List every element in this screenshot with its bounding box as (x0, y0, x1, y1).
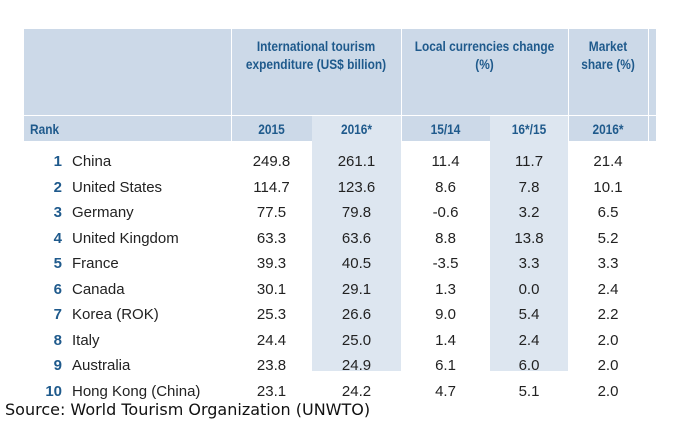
exp-2016-cell: 25.0 (341, 331, 372, 349)
cur-1514-cell: 8.6 (435, 178, 456, 196)
country-cell: France (72, 255, 119, 272)
exp-2016-cell: 79.8 (341, 204, 372, 221)
table-row: 2 United States 114.7 123.6 8.6 7.8 10.1 (24, 175, 656, 200)
table-row: 7 Korea (ROK) 25.3 26.6 9.0 5.4 2.2 (24, 302, 656, 327)
tourism-expenditure-table: International tourism expenditure (US$ b… (24, 29, 656, 400)
market-2016-cell: 21.4 (593, 153, 623, 170)
exp-2015-cell: 114.7 (253, 178, 290, 196)
exp-2015-cell: 24.4 (256, 331, 287, 349)
country-cell: Australia (72, 357, 131, 374)
table-row: 3 Germany 77.5 79.8 -0.6 3.2 6.5 (24, 200, 656, 225)
column-header-exp-2015: 2015 (258, 121, 285, 137)
cur-1615-cell: 5.1 (518, 382, 540, 400)
exp-2016-cell: 24.2 (341, 382, 372, 400)
rank-cell: 9 (53, 357, 62, 374)
exp-2016-cell: 26.6 (341, 306, 372, 323)
table-row: 6 Canada 30.1 29.1 1.3 0.0 2.4 (24, 277, 656, 302)
exp-2015-cell: 23.1 (256, 382, 287, 400)
market-2016-cell: 2.4 (597, 280, 619, 298)
rank-cell: 2 (53, 178, 62, 196)
divider (401, 29, 402, 371)
cur-1615-cell: 6.0 (518, 357, 540, 374)
cur-1514-cell: 6.1 (435, 357, 456, 374)
shaded-column-cur-1615 (490, 115, 568, 371)
country-cell: Germany (72, 204, 134, 221)
rank-cell: 1 (53, 153, 62, 170)
cur-1615-cell: 3.3 (518, 255, 540, 272)
rank-cell: 6 (53, 280, 62, 298)
country-cell: Hong Kong (China) (72, 382, 201, 400)
rank-cell: 8 (53, 331, 62, 349)
market-2016-cell: 2.0 (597, 357, 619, 374)
divider (24, 115, 656, 116)
column-header-cur-1615: 16*/15 (511, 121, 547, 137)
exp-2016-cell: 24.9 (341, 357, 372, 374)
market-2016-cell: 2.2 (597, 306, 619, 323)
cur-1514-cell: -0.6 (432, 204, 459, 221)
rank-cell: 5 (53, 255, 62, 272)
divider (231, 29, 232, 141)
market-2016-cell: 10.1 (593, 178, 623, 196)
exp-2015-cell: 23.8 (256, 357, 287, 374)
table-row: 5 France 39.3 40.5 -3.5 3.3 3.3 (24, 251, 656, 276)
market-2016-cell: 2.0 (597, 382, 619, 400)
cur-1615-cell: 7.8 (518, 178, 540, 196)
exp-2015-cell: 77.5 (256, 204, 287, 221)
header-background (24, 29, 656, 115)
exp-2015-cell: 249.8 (252, 153, 291, 170)
table-row: 4 United Kingdom 63.3 63.6 8.8 13.8 5.2 (24, 226, 656, 251)
shaded-column-exp-2016 (312, 115, 401, 371)
rank-cell: 10 (45, 382, 62, 400)
divider (648, 29, 649, 371)
cur-1615-cell: 3.2 (518, 204, 540, 221)
exp-2016-cell: 29.1 (341, 280, 372, 298)
market-2016-cell: 5.2 (597, 229, 619, 247)
country-cell: United States (72, 178, 163, 196)
source-note: Source: World Tourism Organization (UNWT… (5, 400, 371, 419)
group-header-currencies: Local currencies change (%) (414, 38, 555, 72)
cur-1615-cell: 11.7 (514, 153, 544, 170)
cur-1514-cell: 11.4 (431, 153, 460, 170)
cur-1514-cell: -3.5 (432, 255, 459, 272)
country-cell: Canada (72, 280, 125, 298)
rank-cell: 3 (53, 204, 62, 221)
cur-1514-cell: 1.3 (435, 280, 456, 298)
cur-1615-cell: 2.4 (518, 331, 540, 349)
divider (568, 29, 569, 371)
country-cell: United Kingdom (72, 229, 179, 247)
exp-2015-cell: 63.3 (256, 229, 287, 247)
exp-2016-cell: 63.6 (341, 229, 372, 247)
table-row: 8 Italy 24.4 25.0 1.4 2.4 2.0 (24, 328, 656, 353)
table-row: 1 China 249.8 261.1 11.4 11.7 21.4 (24, 149, 656, 174)
cur-1514-cell: 4.7 (435, 382, 456, 400)
column-header-cur-1514: 15/14 (430, 121, 461, 137)
cur-1615-cell: 0.0 (518, 280, 540, 298)
cur-1615-cell: 13.8 (514, 229, 544, 247)
cur-1514-cell: 1.4 (435, 331, 456, 349)
exp-2016-cell: 261.1 (337, 153, 376, 170)
exp-2016-cell: 123.6 (337, 178, 376, 196)
exp-2015-cell: 30.1 (256, 280, 287, 298)
exp-2015-cell: 39.3 (256, 255, 287, 272)
market-2016-cell: 6.5 (597, 204, 619, 221)
table-row: 9 Australia 23.8 24.9 6.1 6.0 2.0 (24, 353, 656, 378)
cur-1514-cell: 8.8 (435, 229, 456, 247)
column-header-rank: Rank (30, 121, 60, 137)
rank-cell: 7 (53, 306, 62, 323)
country-cell: China (72, 153, 112, 170)
column-header-market-2016: 2016* (592, 121, 624, 137)
market-2016-cell: 3.3 (597, 255, 619, 272)
exp-2015-cell: 25.3 (256, 306, 287, 323)
country-cell: Korea (ROK) (72, 306, 159, 323)
group-header-expenditure: International tourism expenditure (US$ b… (245, 38, 387, 72)
rank-cell: 4 (53, 229, 62, 247)
cur-1615-cell: 5.4 (518, 306, 540, 323)
table-row: 10 Hong Kong (China) 23.1 24.2 4.7 5.1 2.0 (24, 379, 656, 404)
country-cell: Italy (72, 331, 100, 349)
exp-2016-cell: 40.5 (341, 255, 372, 272)
market-2016-cell: 2.0 (597, 331, 619, 349)
cur-1514-cell: 9.0 (435, 306, 456, 323)
group-header-market-share: Market share (%) (581, 38, 635, 72)
column-header-exp-2016: 2016* (340, 121, 373, 137)
